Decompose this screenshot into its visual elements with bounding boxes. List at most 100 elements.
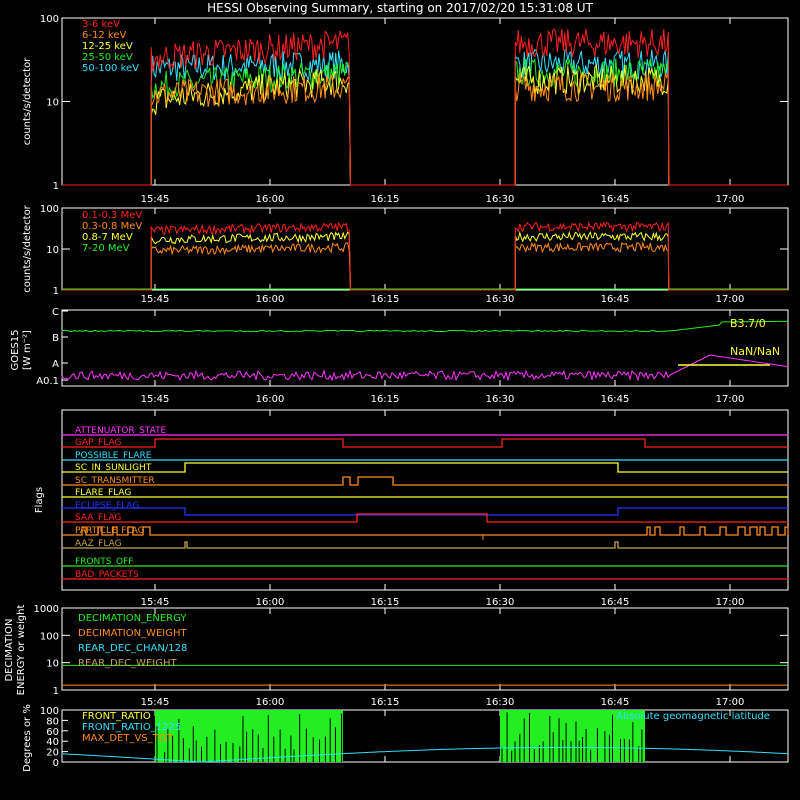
panel6-ytick-label: 60 xyxy=(46,727,59,738)
panel1-time-label: 17:00 xyxy=(716,194,745,205)
panel1-ytick-label: 100 xyxy=(40,14,59,25)
flag-label-flare-flag: FLARE_FLAG xyxy=(75,488,131,498)
series-25-50keV xyxy=(62,57,788,186)
panel5-ytick-label: 1 xyxy=(53,686,59,697)
panel2-time-label: 15:45 xyxy=(141,294,170,305)
panel5-ylabel-2: ENERGY or weight xyxy=(16,605,27,696)
panel1-legend-item: 3-6 keV xyxy=(82,19,120,30)
flag-line-sc-in-sunlight xyxy=(62,462,788,473)
panel1-legend-item: 25-50 keV xyxy=(82,52,133,63)
flag-line-sc-transmitter xyxy=(62,476,788,486)
series-6-12keV xyxy=(62,71,788,186)
flag-label-saa-flag: SAA_FLAG xyxy=(75,513,121,523)
panel5-legend-item: DECIMATION_ENERGY xyxy=(78,613,187,624)
panel3-ytick-label: A0.1 xyxy=(36,376,59,387)
flag-label-eclipse-flag: ECLIPSE_FLAG xyxy=(75,501,139,511)
panel4-time-label: 16:45 xyxy=(601,597,630,608)
panel4-time-label: 15:45 xyxy=(141,597,170,608)
panel5-ytick-label: 1000 xyxy=(34,604,59,615)
panel3-ylabel: GOES15 xyxy=(10,329,21,370)
panel5-time-label: 16:30 xyxy=(486,697,515,708)
flag-label-sc-in-sunlight: SC_IN_SUNLIGHT xyxy=(75,463,152,473)
panel1-legend-item: 6-12 keV xyxy=(82,30,126,41)
panel2-legend-item: 0.3-0.8 MeV xyxy=(82,221,142,232)
flag-line-aaz-flag xyxy=(62,541,788,549)
chart-title: HESSI Observing Summary, starting on 201… xyxy=(207,1,593,15)
panel2-ytick-label: 100 xyxy=(40,204,59,215)
panel1-time-label: 15:45 xyxy=(141,194,170,205)
panel2-legend-item: 0.8-7 MeV xyxy=(82,232,133,243)
panel3-time-label: 16:15 xyxy=(371,394,400,405)
flag-label-aaz-flag: AAZ_FLAG xyxy=(75,539,122,549)
goes-annotation-short: NaN/NaN xyxy=(730,345,780,358)
panel5-time-label: 16:00 xyxy=(256,697,285,708)
panel5-legend-item: REAR_DEC_WEIGHT xyxy=(78,658,177,669)
panel5-ylabel: DECIMATION xyxy=(4,618,15,681)
geomag-annotation: Absolute geomagnetic latitude xyxy=(616,711,770,722)
panel3-time-label: 16:00 xyxy=(256,394,285,405)
panel3-time-label: 16:30 xyxy=(486,394,515,405)
panel1-time-label: 16:30 xyxy=(486,194,515,205)
panel2-time-label: 16:00 xyxy=(256,294,285,305)
panel5-ytick-label: 100 xyxy=(40,631,59,642)
panel2-ylabel: counts/s/detector xyxy=(22,204,33,292)
series-50-100keV xyxy=(62,49,788,186)
panel2-time-label: 17:00 xyxy=(716,294,745,305)
panel5-frame xyxy=(61,607,789,691)
panel6-legend-item: MAX_DET_VS_TOT xyxy=(82,733,174,744)
panel6-frame xyxy=(61,709,789,763)
panel1-ytick-label: 10 xyxy=(46,98,59,109)
panel6-legend-item: FRONT_RATIO_1225 xyxy=(82,722,181,733)
panel4-frame xyxy=(61,409,789,591)
flag-label-particle-flag: PARTICLE_FLAG xyxy=(75,526,145,536)
panel3-ytick-label: B xyxy=(52,333,59,344)
panel2-ytick-label: 10 xyxy=(46,245,59,256)
panel3-time-label: 15:45 xyxy=(141,394,170,405)
panel2-legend-item: 0.1-0.3 MeV xyxy=(82,210,142,221)
flag-label-sc-transmitter: SC_TRANSMITTER xyxy=(75,476,155,486)
panel1-ylabel: counts/s/detector xyxy=(22,57,33,145)
panel5-legend-item: DECIMATION_WEIGHT xyxy=(78,628,187,639)
panel3-ylabel-unit: [W m⁻²] xyxy=(22,330,33,370)
panel4-ylabel: Flags xyxy=(34,487,45,513)
panel5-time-label: 16:15 xyxy=(371,697,400,708)
panel4-time-label: 17:00 xyxy=(716,597,745,608)
panel1-legend-item: 50-100 keV xyxy=(82,63,139,74)
panel6-ytick-label: 40 xyxy=(46,737,59,748)
series-0.8-7MeV xyxy=(62,230,788,291)
panel3-frame xyxy=(61,309,789,387)
panel5-time-label: 17:00 xyxy=(716,697,745,708)
series-0.3-0.8MeV xyxy=(62,241,788,291)
panel4-time-label: 16:15 xyxy=(371,597,400,608)
panel2-ytick-label: 1 xyxy=(53,286,59,297)
goes-annotation-long: B3.7/0 xyxy=(730,317,766,330)
panel5-time-label: 15:45 xyxy=(141,697,170,708)
goes-short-curve xyxy=(61,354,789,382)
panel6-ytick-label: 20 xyxy=(46,748,59,759)
panel1-time-label: 16:15 xyxy=(371,194,400,205)
ratio-block xyxy=(155,710,343,762)
series-0.1-0.3MeV xyxy=(62,220,788,291)
panel1-time-label: 16:45 xyxy=(601,194,630,205)
panel6-ytick-label: 80 xyxy=(46,716,59,727)
panel4-time-label: 16:30 xyxy=(486,597,515,608)
panel6-legend-item: FRONT_RATIO xyxy=(82,711,151,722)
panel5-time-label: 16:45 xyxy=(601,697,630,708)
panel6-ytick-label: 0 xyxy=(53,758,59,769)
flag-label-bad-packets: BAD_PACKETS xyxy=(75,570,139,580)
flag-label-fronts-off: FRONTS_OFF xyxy=(75,557,133,567)
panel2-time-label: 16:15 xyxy=(371,294,400,305)
panel3-ytick-label: A xyxy=(52,359,59,370)
panel4-time-label: 16:00 xyxy=(256,597,285,608)
flag-label-gap-flag: GAP_FLAG xyxy=(75,438,121,448)
panel2-time-label: 16:30 xyxy=(486,294,515,305)
flag-line-saa-flag xyxy=(62,513,788,523)
panel3-ytick-label: C xyxy=(52,307,59,318)
panel5-legend-item: REAR_DEC_CHAN/128 xyxy=(78,643,187,654)
panel1-ytick-label: 1 xyxy=(53,181,59,192)
series-3-6keV xyxy=(62,28,788,186)
flag-line-particle-flag xyxy=(62,526,789,536)
panel6-ylabel: Degrees or % xyxy=(22,704,33,772)
panel1-legend-item: 12-25 keV xyxy=(82,41,133,52)
flag-label-possible-flare: POSSIBLE_FLARE xyxy=(75,451,152,461)
